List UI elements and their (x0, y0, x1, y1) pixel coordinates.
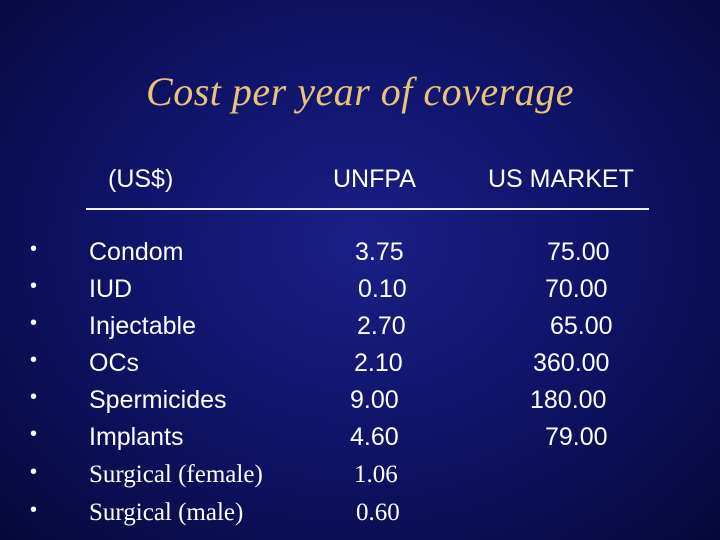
table-row: • Injectable 2.70 65.00 (0, 312, 720, 348)
table-row: • Spermicides 9.00 180.00 (0, 386, 720, 422)
us-market-value: 75.00 (547, 238, 610, 266)
us-market-value: 70.00 (545, 275, 608, 303)
unfpa-value: 0.10 (358, 275, 407, 303)
table-row: • OCs 2.10 360.00 (0, 349, 720, 385)
unfpa-value: 2.70 (357, 312, 406, 340)
table-row: • Surgical (male) 0.60 (0, 499, 720, 535)
method-label: Surgical (male) (89, 499, 244, 526)
us-market-value: 65.00 (550, 312, 613, 340)
us-market-value: 79.00 (545, 423, 608, 451)
unfpa-value: 1.06 (354, 461, 398, 488)
us-market-header: US MARKET (488, 165, 634, 193)
unit-header: (US$) (108, 165, 174, 193)
bullet-icon: • (30, 499, 38, 521)
method-label: OCs (89, 349, 139, 377)
unfpa-value: 3.75 (355, 238, 404, 266)
unfpa-value: 9.00 (350, 386, 399, 414)
slide-title: Cost per year of coverage (146, 69, 574, 114)
bullet-icon: • (30, 312, 38, 334)
method-label: Surgical (female) (89, 461, 263, 488)
us-market-value: 180.00 (530, 386, 607, 414)
table-row: • Condom 3.75 75.00 (0, 238, 720, 274)
table-row: • IUD 0.10 70.00 (0, 275, 720, 311)
bullet-icon: • (30, 386, 38, 408)
unfpa-header: UNFPA (333, 165, 416, 193)
bullet-icon: • (30, 238, 38, 260)
unfpa-value: 2.10 (354, 349, 403, 377)
method-label: Injectable (89, 312, 197, 340)
table-row: • Implants 4.60 79.00 (0, 423, 720, 459)
method-label: IUD (89, 275, 133, 303)
us-market-value: 360.00 (533, 349, 610, 377)
bullet-icon: • (30, 275, 38, 297)
bullet-icon: • (30, 461, 38, 483)
bullet-icon: • (30, 349, 38, 371)
bullet-icon: • (30, 423, 38, 445)
method-label: Condom (89, 238, 184, 266)
header-divider (86, 208, 649, 210)
unfpa-value: 0.60 (356, 499, 400, 526)
method-label: Spermicides (89, 386, 227, 414)
unfpa-value: 4.60 (350, 423, 399, 451)
table-row: • Surgical (female) 1.06 (0, 461, 720, 497)
method-label: Implants (89, 423, 184, 451)
